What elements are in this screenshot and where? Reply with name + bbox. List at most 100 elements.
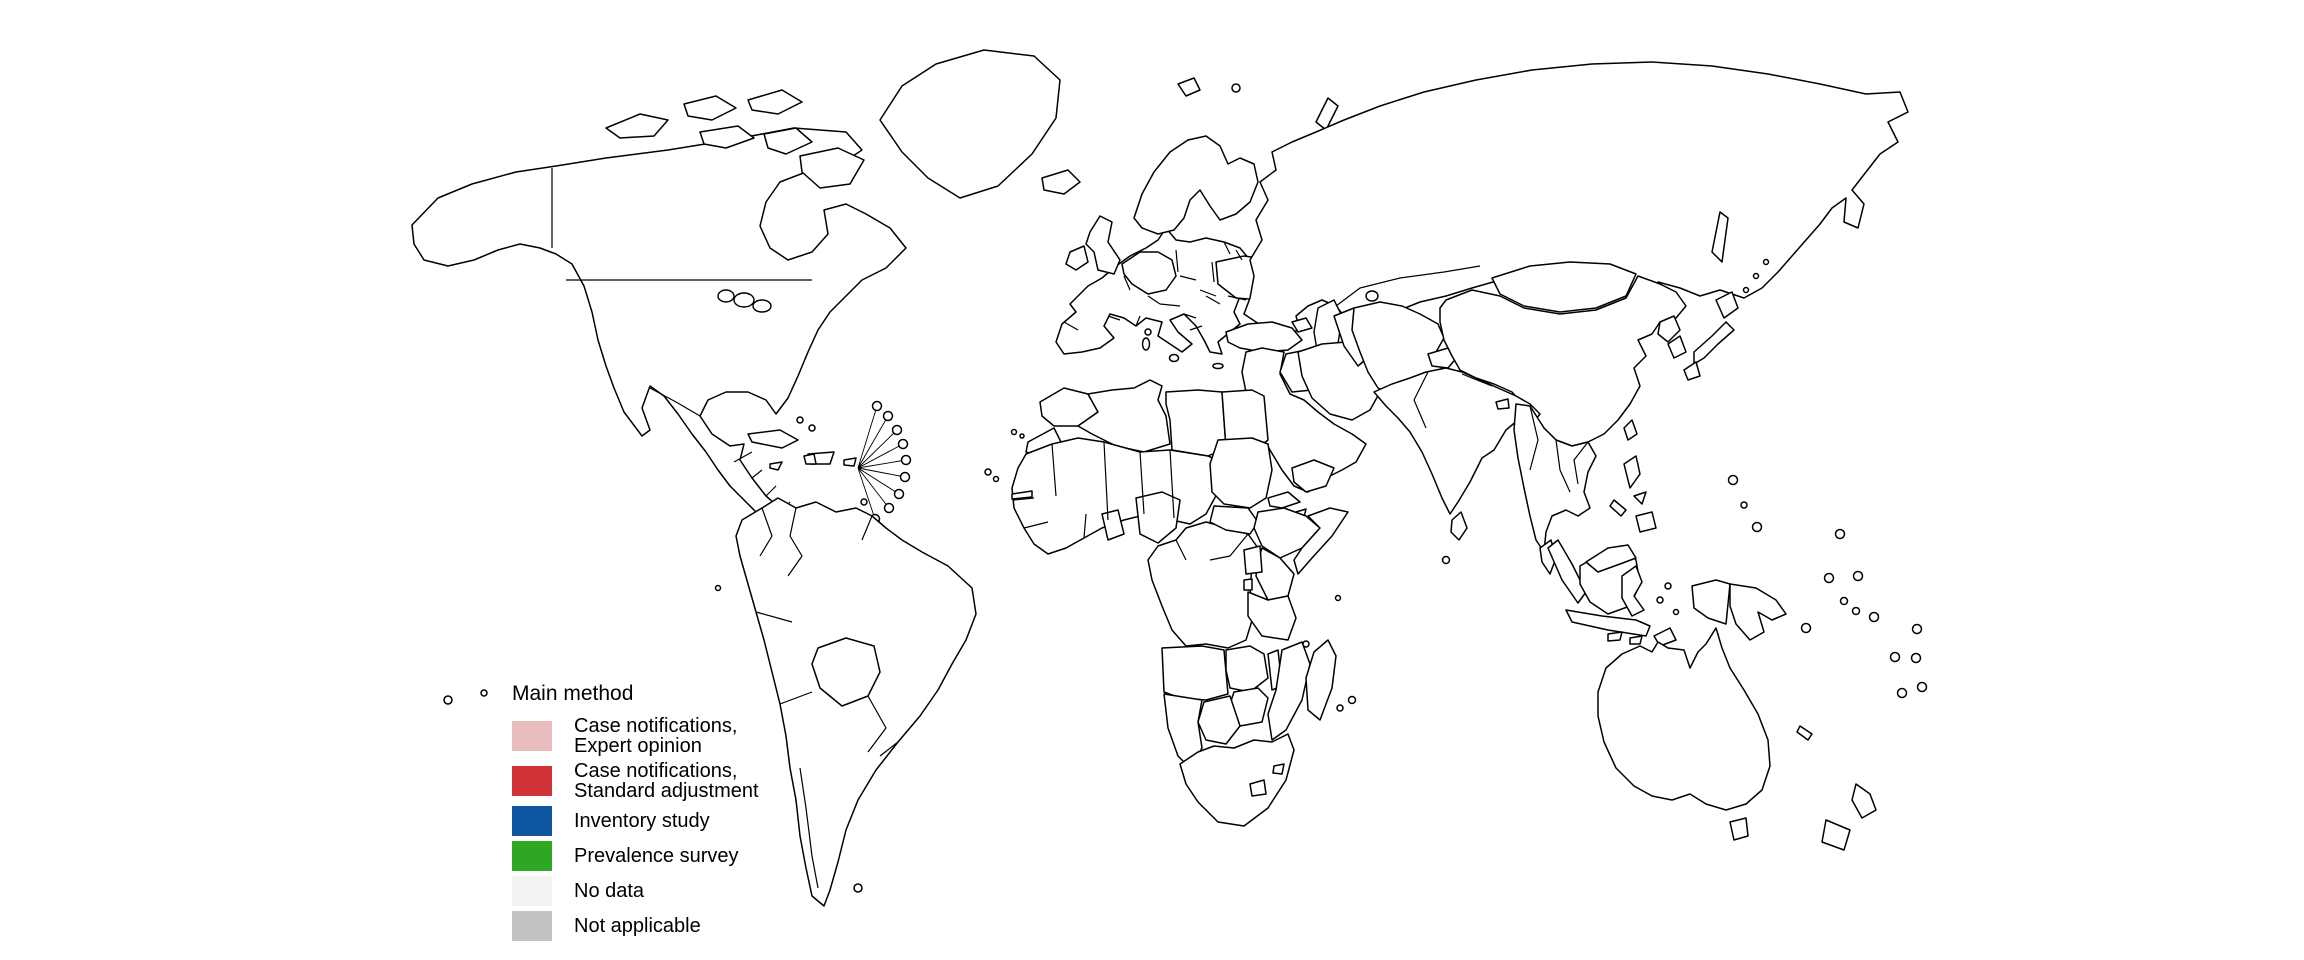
legend-title: Main method: [512, 682, 634, 705]
russia-kazakh-border: [1335, 265, 1481, 307]
region-tanzania: [1247, 591, 1297, 641]
legend-label-standard-adjustment: Case notifications, Standard adjustment: [574, 760, 759, 802]
region-eritrea: [1267, 491, 1301, 509]
region-pacific-islands: [1851, 606, 1861, 616]
region-philippines-visayas: [1633, 491, 1647, 505]
region-jamaica: [769, 461, 783, 471]
antilles-leader-lines: [857, 405, 907, 520]
region-bahamas: [796, 416, 804, 424]
legend-label-not-applicable: Not applicable: [574, 915, 701, 937]
legend: Main method Case notifications, Expert o…: [512, 682, 759, 946]
region-trinidad-and-tobago: [860, 498, 868, 506]
legend-label-prevalence-survey: Prevalence survey: [574, 845, 739, 867]
region-west-papua: [1691, 579, 1731, 625]
region-moluccas: [1656, 596, 1664, 604]
region-lesser-antilles: [893, 488, 905, 500]
region-galapagos: [714, 584, 722, 592]
region-bhutan: [1495, 398, 1510, 410]
region-sri-lanka: [1450, 511, 1468, 541]
region-south-sudan: [1209, 505, 1259, 535]
region-pacific-islands: [1839, 596, 1849, 606]
region-sicily: [1168, 353, 1180, 363]
region-arctic-island: [683, 95, 737, 121]
legend-swatch-standard-adjustment: [512, 766, 552, 796]
region-canary-islands: [1010, 428, 1018, 436]
region-lesser-antilles: [891, 424, 903, 436]
region-sulawesi: [1621, 565, 1645, 617]
legend-row-no-data: No data: [512, 876, 759, 906]
legend-swatch-not-applicable: [512, 911, 552, 941]
region-pacific-islands: [1916, 681, 1928, 693]
region-north-korea: [1657, 315, 1681, 343]
region-somalia: [1293, 507, 1349, 575]
legend-row-inventory-study: Inventory study: [512, 806, 759, 836]
south-america-borders: [755, 507, 899, 889]
region-turkey: [1225, 321, 1303, 353]
region-moluccas: [1664, 582, 1672, 590]
great-lakes: [717, 289, 735, 303]
region-united-kingdom: [1085, 215, 1121, 275]
region-south-korea: [1667, 335, 1687, 359]
great-lakes: [752, 299, 772, 313]
region-iceland: [1041, 169, 1081, 195]
region-falkland-islands: [853, 883, 863, 893]
region-central-africa: [1147, 521, 1259, 649]
region-new-caledonia: [1796, 725, 1813, 741]
region-kuril-islands: [1742, 286, 1750, 294]
region-pacific-islands: [1751, 521, 1763, 533]
region-pacific-islands: [1800, 622, 1812, 634]
legend-swatch-prevalence-survey: [512, 841, 552, 871]
region-svalbard: [1231, 83, 1241, 93]
region-lesser-antilles: [882, 410, 894, 422]
region-lesser-sunda: [1607, 631, 1623, 642]
aral-sea: [1365, 290, 1379, 302]
region-pacific-islands: [1852, 570, 1864, 582]
region-caucasus: [1291, 317, 1313, 333]
region-algeria-tunisia: [1077, 379, 1171, 453]
region-japan: [1715, 291, 1739, 319]
region-java: [1565, 609, 1651, 637]
region-puerto-rico: [843, 457, 857, 467]
legend-swatch-expert-opinion: [512, 721, 552, 751]
region-philippines-luzon: [1623, 455, 1641, 489]
region-moluccas: [1672, 608, 1680, 616]
region-sudan: [1209, 437, 1273, 509]
region-pacific-islands: [1727, 474, 1739, 486]
region-kenya: [1255, 547, 1295, 601]
region-australia: [1597, 627, 1771, 811]
region-hawaii: [443, 695, 453, 705]
south-asia-borders: [1413, 371, 1493, 429]
region-mauritius: [1347, 695, 1357, 705]
region-taiwan: [1623, 419, 1638, 441]
region-haiti: [803, 453, 817, 465]
legend-swatch-inventory-study: [512, 806, 552, 836]
region-pacific-islands: [1896, 687, 1908, 699]
region-greenland: [879, 49, 1061, 199]
region-south-africa: [1179, 733, 1295, 827]
region-arctic-island: [763, 127, 813, 155]
legend-label-no-data: No data: [574, 880, 645, 902]
region-gambia: [1011, 490, 1033, 500]
region-germany-netherlands: [1121, 251, 1177, 295]
region-lesser-antilles: [899, 471, 911, 483]
legend-row-not-applicable: Not applicable: [512, 911, 759, 941]
region-ireland: [1065, 245, 1089, 271]
region-south-america: [735, 497, 977, 907]
region-zambia: [1225, 645, 1269, 693]
legend-label-inventory-study: Inventory study: [574, 810, 710, 832]
region-pacific-islands: [1889, 651, 1901, 663]
region-lesser-antilles: [897, 438, 909, 450]
region-crete: [1212, 362, 1224, 370]
region-japan: [1683, 361, 1701, 381]
region-arctic-island: [605, 113, 669, 139]
region-bahamas: [808, 424, 816, 432]
region-guam: [1740, 501, 1748, 509]
region-rwanda-burundi: [1243, 578, 1253, 591]
region-north-america: [411, 127, 907, 539]
region-sardinia: [1141, 337, 1151, 351]
region-lesser-sunda: [1629, 635, 1643, 645]
region-cape-verde: [992, 475, 1000, 483]
region-cape-verde: [984, 468, 992, 476]
region-lesser-antilles: [900, 454, 912, 466]
